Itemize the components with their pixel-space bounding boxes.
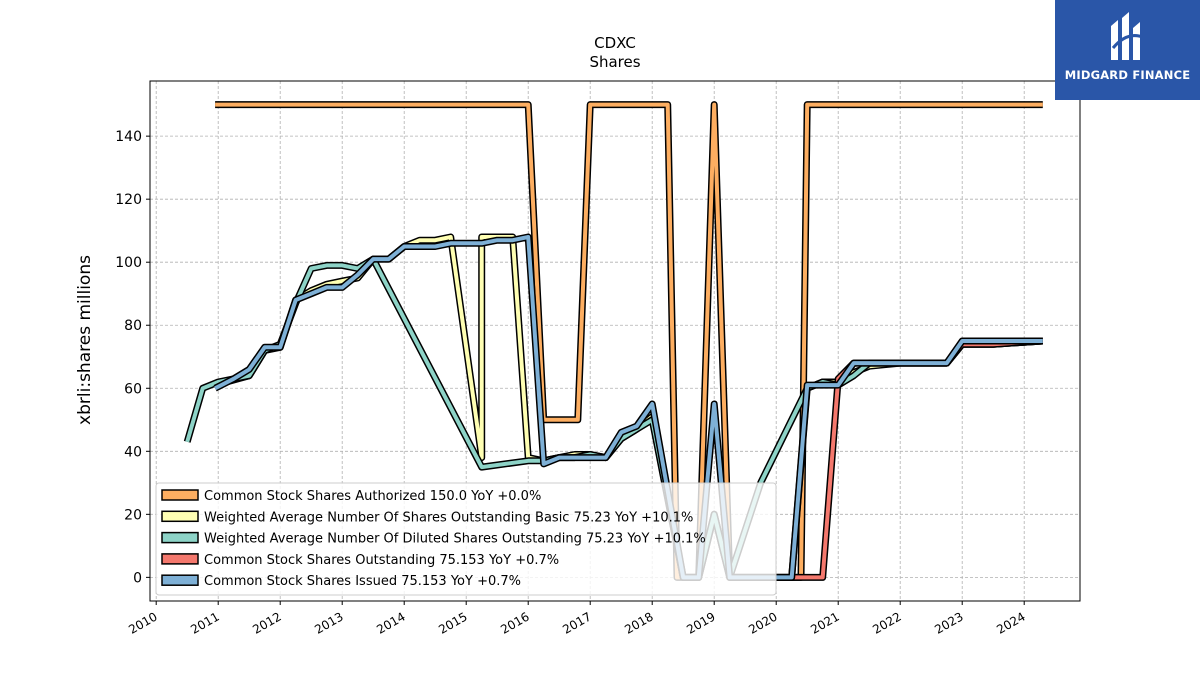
legend-swatch [161, 553, 199, 565]
series-line [214, 235, 1043, 580]
y-tick-label: 120 [115, 192, 142, 208]
series-common-stock-shares-issued [213, 233, 1043, 581]
legend-swatch [161, 574, 199, 586]
brand-name: MIDGARD FINANCE [1064, 68, 1191, 82]
chart-title: CDXC [594, 34, 636, 52]
legend-label: Weighted Average Number Of Shares Outsta… [204, 510, 693, 525]
plot-frame [149, 80, 1081, 602]
y-tick-label: 80 [124, 318, 142, 334]
legend: Common Stock Shares Authorized 150.0 YoY… [155, 482, 777, 596]
legend-swatch [161, 531, 199, 544]
legend-box [155, 482, 777, 596]
y-tick-label: 20 [124, 507, 142, 523]
y-tick-label: 0 [133, 570, 142, 586]
legend-label: Common Stock Shares Outstanding 75.153 Y… [204, 553, 559, 568]
y-tick-label: 40 [124, 444, 142, 460]
y-axis-label: xbrli:shares millions [75, 255, 95, 425]
y-axis-ticks: 0 20 40 60 80 100 120 140 [115, 129, 150, 586]
legend-label: Common Stock Shares Authorized 150.0 YoY… [204, 489, 541, 504]
logo-mark-icon [1111, 12, 1146, 60]
legend-swatch [161, 510, 199, 523]
y-tick-label: 140 [115, 129, 142, 145]
legend-label: Weighted Average Number Of Diluted Share… [204, 532, 706, 547]
y-tick-label: 60 [124, 381, 142, 397]
chart-subtitle: Shares [589, 53, 640, 71]
legend-swatch [161, 489, 199, 501]
y-tick-label: 100 [115, 255, 142, 271]
legend-label: Common Stock Shares Issued 75.153 YoY +0… [204, 574, 521, 589]
brand-logo: MIDGARD FINANCE [1055, 0, 1200, 100]
